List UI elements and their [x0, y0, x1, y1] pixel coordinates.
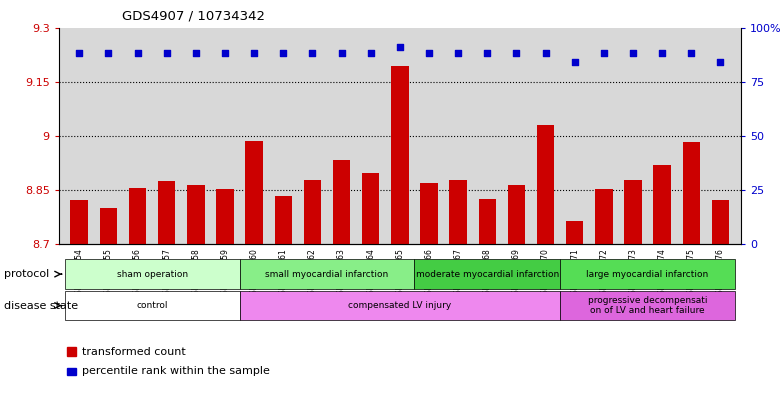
Point [219, 50, 231, 57]
Point [568, 59, 581, 65]
Bar [391, 66, 408, 244]
Text: percentile rank within the sample: percentile rank within the sample [82, 366, 270, 376]
Bar [64, 259, 240, 289]
Bar [67, 368, 76, 375]
Point [131, 50, 143, 57]
Bar [67, 347, 76, 356]
Bar [449, 180, 467, 244]
Text: moderate myocardial infarction: moderate myocardial infarction [416, 270, 559, 279]
Bar [508, 185, 525, 244]
Bar [158, 181, 176, 244]
Text: sham operation: sham operation [117, 270, 187, 279]
Point [626, 50, 639, 57]
Point [365, 50, 377, 57]
Point [685, 50, 698, 57]
Bar [653, 165, 671, 244]
Bar [240, 259, 415, 289]
Point [306, 50, 318, 57]
Point [539, 50, 552, 57]
Point [277, 50, 289, 57]
Point [73, 50, 85, 57]
Text: GDS4907 / 10734342: GDS4907 / 10734342 [122, 10, 264, 23]
Point [336, 50, 348, 57]
Bar [245, 141, 263, 244]
Text: disease state: disease state [4, 301, 78, 310]
Point [394, 44, 406, 50]
Bar [415, 259, 560, 289]
Text: large myocardial infarction: large myocardial infarction [586, 270, 709, 279]
Text: control: control [136, 301, 168, 310]
Bar [560, 291, 735, 320]
Point [248, 50, 260, 57]
Bar [71, 200, 88, 244]
Bar [712, 200, 729, 244]
Point [452, 50, 464, 57]
Bar [537, 125, 554, 244]
Point [102, 50, 114, 57]
Bar [683, 142, 700, 244]
Bar [303, 180, 321, 244]
Point [190, 50, 202, 57]
Bar [560, 259, 735, 289]
Text: transformed count: transformed count [82, 347, 186, 357]
Point [714, 59, 727, 65]
Point [510, 50, 523, 57]
Point [481, 50, 494, 57]
Bar [624, 180, 642, 244]
Bar [64, 291, 240, 320]
Text: compensated LV injury: compensated LV injury [348, 301, 452, 310]
Bar [100, 208, 117, 244]
Bar [274, 196, 292, 244]
Bar [595, 189, 612, 244]
Point [597, 50, 610, 57]
Bar [566, 221, 583, 244]
Text: small myocardial infarction: small myocardial infarction [265, 270, 389, 279]
Bar [420, 183, 437, 244]
Bar [332, 160, 350, 244]
Bar [216, 189, 234, 244]
Point [423, 50, 435, 57]
Text: protocol: protocol [4, 269, 49, 279]
Bar [362, 173, 379, 244]
Bar [240, 291, 560, 320]
Bar [187, 185, 205, 244]
Bar [478, 199, 496, 244]
Text: progressive decompensati
on of LV and heart failure: progressive decompensati on of LV and he… [588, 296, 707, 315]
Point [656, 50, 669, 57]
Bar [129, 188, 147, 244]
Point [161, 50, 173, 57]
